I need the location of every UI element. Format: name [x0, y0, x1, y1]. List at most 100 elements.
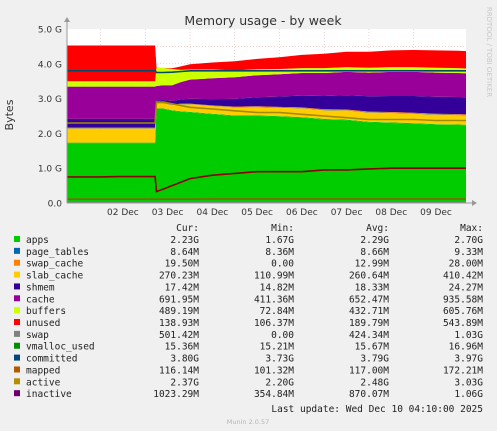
- legend-label-vmalloc_used: vmalloc_used: [26, 342, 95, 353]
- legend-max-slab_cache: 410.42M: [443, 271, 483, 282]
- legend-cur-slab_cache: 270.23M: [159, 271, 199, 282]
- x-tick-label: 05 Dec: [241, 208, 273, 218]
- legend-min-committed: 3.73G: [265, 354, 294, 365]
- y-tick-label: 2.0 G: [38, 130, 62, 140]
- legend-swatch-mapped: [14, 366, 20, 373]
- legend-cur-committed: 3.80G: [170, 354, 199, 365]
- area-swap: [67, 45, 466, 82]
- x-axis-arrow: [472, 200, 477, 206]
- legend-swatch-buffers: [14, 307, 20, 314]
- legend-min-active: 2.20G: [265, 377, 294, 388]
- legend-max-committed: 3.97G: [454, 354, 483, 365]
- x-tick-label: 02 Dec: [107, 208, 139, 218]
- line-active: [67, 101, 466, 124]
- legend-min-shmem: 14.82M: [260, 282, 295, 293]
- legend-swatch-apps: [14, 236, 20, 242]
- line-inactive: [67, 167, 466, 193]
- legend-label-inactive: inactive: [26, 389, 72, 400]
- legend-cur-inactive: 1023.29M: [153, 389, 199, 400]
- area-apps: [67, 109, 466, 203]
- legend-header-max: Max:: [460, 223, 483, 234]
- last-update-text: Last update: Wed Dec 10 04:10:00 2025: [271, 404, 483, 415]
- legend-cur-swap_cache: 19.50M: [165, 259, 200, 270]
- legend-avg-swap_cache: 12.99M: [355, 259, 390, 270]
- legend-label-unused: unused: [26, 318, 60, 329]
- legend-max-buffers: 605.76M: [443, 306, 483, 317]
- legend-max-shmem: 24.27M: [449, 282, 484, 293]
- legend-label-mapped: mapped: [26, 365, 60, 376]
- legend-max-active: 3.03G: [454, 377, 483, 388]
- legend-swatch-committed: [14, 354, 20, 361]
- legend-min-buffers: 72.84M: [260, 306, 295, 317]
- legend-label-swap_cache: swap_cache: [26, 259, 83, 270]
- legend-min-slab_cache: 110.99M: [254, 271, 294, 282]
- y-axis-label: Bytes: [3, 99, 16, 130]
- y-tick-label: 3.0 G: [38, 95, 62, 105]
- legend-label-committed: committed: [26, 354, 77, 365]
- legend-min-page_tables: 8.36M: [265, 247, 294, 258]
- x-tick-label: 04 Dec: [197, 208, 229, 218]
- legend-avg-active: 2.48G: [360, 377, 389, 388]
- legend-avg-mapped: 117.00M: [349, 365, 389, 376]
- legend-max-inactive: 1.06G: [454, 389, 483, 400]
- legend-swatch-swap_cache: [14, 259, 20, 266]
- x-tick-label: 03 Dec: [152, 208, 184, 218]
- legend-header-min: Min:: [271, 223, 294, 234]
- x-tick-label: 06 Dec: [286, 208, 318, 218]
- legend-swatch-cache: [14, 295, 20, 302]
- legend-cur-swap: 501.42M: [159, 330, 199, 341]
- legend-cur-active: 2.37G: [170, 377, 199, 388]
- x-tick-label: 08 Dec: [375, 208, 407, 218]
- legend-max-cache: 935.58M: [443, 294, 483, 305]
- legend-max-vmalloc_used: 16.96M: [449, 342, 484, 353]
- legend-cur-buffers: 489.19M: [159, 306, 199, 317]
- line-committed: [67, 70, 466, 74]
- legend-swatch-inactive: [14, 390, 20, 397]
- legend-label-active: active: [26, 377, 61, 388]
- legend-cur-apps: 2.23G: [170, 235, 199, 246]
- munin-version-footer: Munin 2.0.57: [227, 418, 270, 426]
- legend-header-cur: Cur:: [176, 223, 199, 234]
- legend-label-apps: apps: [26, 235, 49, 246]
- legend-swatch-shmem: [14, 283, 20, 290]
- legend-avg-page_tables: 8.66M: [360, 247, 389, 258]
- legend-label-buffers: buffers: [26, 306, 66, 317]
- legend-label-shmem: shmem: [26, 282, 55, 293]
- area-slab_cache: [67, 103, 466, 143]
- legend-min-vmalloc_used: 15.21M: [260, 342, 295, 353]
- legend-max-page_tables: 9.33M: [454, 247, 483, 258]
- legend-cur-cache: 691.95M: [159, 294, 199, 305]
- area-cache: [67, 71, 466, 119]
- legend-avg-vmalloc_used: 15.67M: [355, 342, 390, 353]
- legend-avg-committed: 3.79G: [360, 354, 389, 365]
- legend-swatch-slab_cache: [14, 271, 20, 278]
- legend-max-apps: 2.70G: [454, 235, 483, 246]
- legend-swatch-active: [14, 378, 20, 385]
- legend-avg-buffers: 432.71M: [349, 306, 389, 317]
- x-tick-label: 09 Dec: [420, 208, 452, 218]
- legend-max-swap: 1.03G: [454, 330, 483, 341]
- y-axis-arrow: [64, 17, 70, 22]
- legend-min-mapped: 101.32M: [254, 365, 294, 376]
- legend-label-page_tables: page_tables: [26, 247, 89, 258]
- legend-swatch-swap: [14, 330, 20, 337]
- legend-header-avg: Avg:: [366, 223, 389, 234]
- legend-min-swap: 0.00: [271, 330, 294, 341]
- legend-min-apps: 1.67G: [265, 235, 294, 246]
- legend-max-mapped: 172.21M: [443, 365, 483, 376]
- legend-avg-shmem: 18.33M: [355, 282, 390, 293]
- legend-label-swap: swap: [26, 330, 49, 341]
- y-tick-label: 5.0 G: [38, 26, 62, 36]
- y-tick-label: 4.0 G: [38, 60, 62, 70]
- rrdtool-side-label: RRDTOOL / TOBI OETIKER: [485, 7, 493, 97]
- legend-cur-vmalloc_used: 15.36M: [165, 342, 200, 353]
- legend-swatch-unused: [14, 319, 20, 326]
- legend-cur-page_tables: 8.64M: [170, 247, 199, 258]
- legend-max-unused: 543.89M: [443, 318, 483, 329]
- x-tick-label: 07 Dec: [331, 208, 363, 218]
- legend-min-cache: 411.36M: [254, 294, 294, 305]
- legend-cur-shmem: 17.42M: [165, 282, 200, 293]
- legend-label-slab_cache: slab_cache: [26, 271, 83, 282]
- legend-avg-inactive: 870.07M: [349, 389, 389, 400]
